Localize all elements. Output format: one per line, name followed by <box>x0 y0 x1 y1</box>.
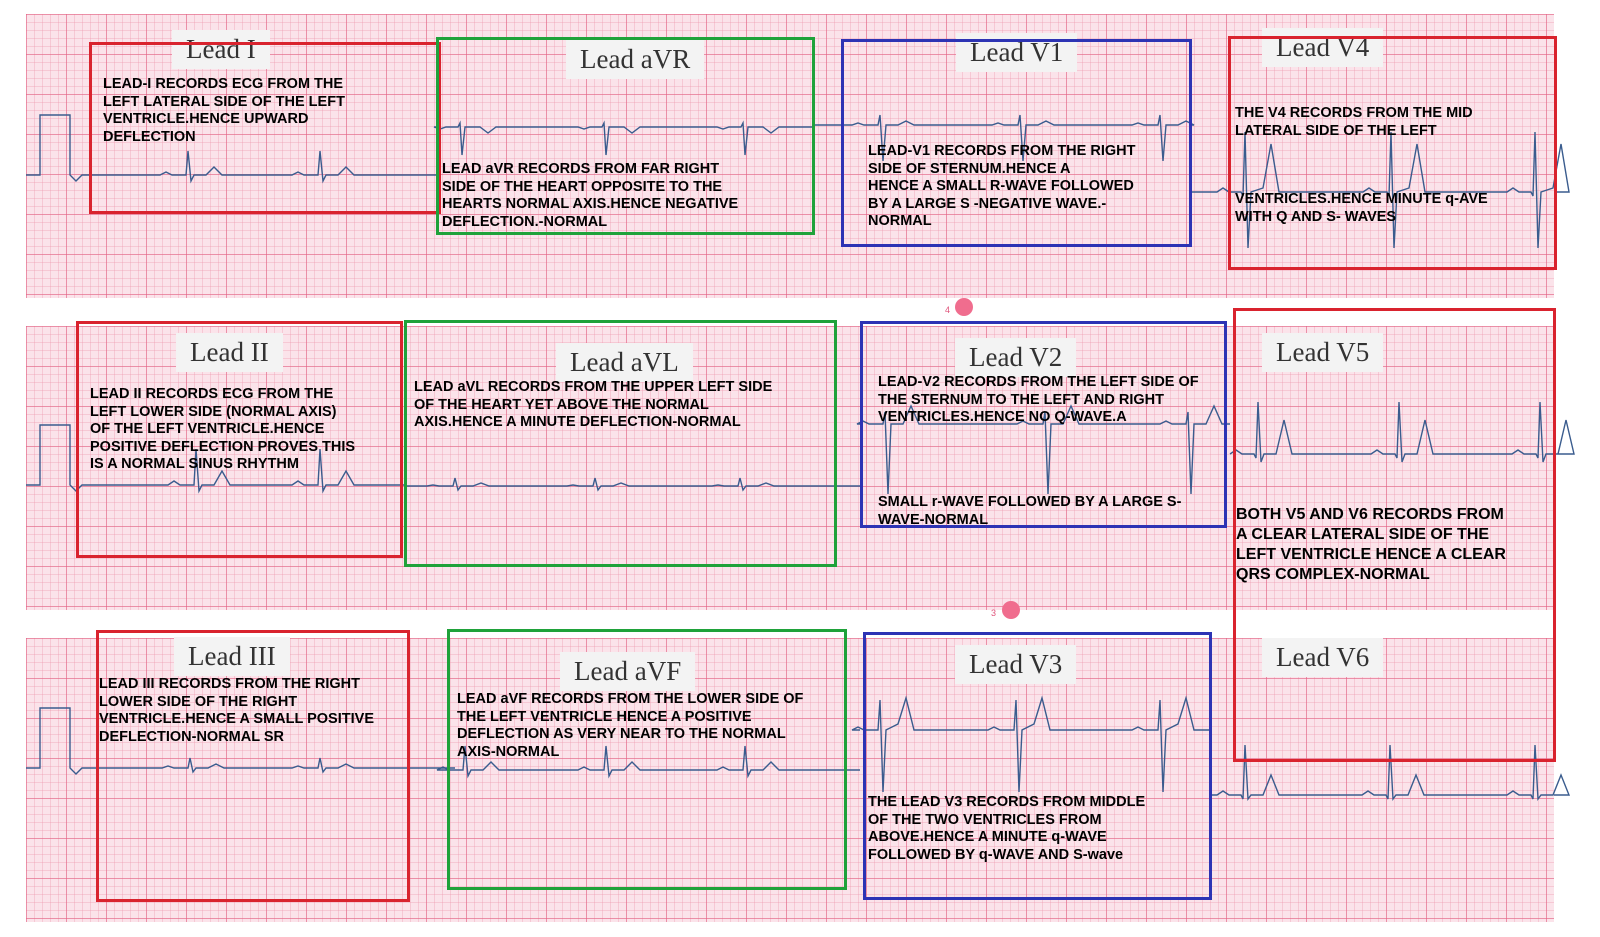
lead-v4-annotation-box <box>1228 36 1557 270</box>
lead-v3-note: THE LEAD V3 RECORDS FROM MIDDLE OF THE T… <box>868 794 1146 863</box>
lead-iii-note: LEAD III RECORDS FROM THE RIGHT LOWER SI… <box>99 676 374 745</box>
lead-ii-label: Lead II <box>176 333 283 372</box>
lead-v5-v6-note: BOTH V5 AND V6 RECORDS FROM A CLEAR LATE… <box>1236 506 1506 583</box>
lead-ii-annotation-box <box>76 321 403 558</box>
lead-v2-note-bottom: SMALL r-WAVE FOLLOWED BY A LARGE S- WAVE… <box>878 494 1182 528</box>
trace-lead-avl <box>405 477 860 492</box>
lead-avr-note: LEAD aVR RECORDS FROM FAR RIGHT SIDE OF … <box>442 161 739 230</box>
lead-v4-note-bottom: VENTRICLES.HENCE MINUTE q-AVE WITH Q AND… <box>1235 191 1488 225</box>
trace-lead-iii <box>26 707 455 775</box>
strip-marker-dot-row-1 <box>955 298 973 316</box>
strip-marker-number-row-2: 3 <box>991 608 997 618</box>
lead-ii-note: LEAD II RECORDS ECG FROM THE LEFT LOWER … <box>90 386 356 472</box>
trace-lead-v2 <box>856 404 1230 495</box>
trace-lead-avf <box>436 745 860 779</box>
lead-avl-label: Lead aVL <box>556 343 693 382</box>
lead-i-note: LEAD-I RECORDS ECG FROM THE LEFT LATERAL… <box>103 76 345 145</box>
lead-iii-label: Lead III <box>174 637 290 676</box>
trace-lead-v1 <box>815 114 1195 162</box>
ecg-grid-strip-row-3 <box>26 638 1554 922</box>
lead-v5-v6-annotation-box <box>1233 308 1556 762</box>
trace-lead-v4 <box>1190 131 1570 249</box>
lead-i-label: Lead I <box>172 30 270 69</box>
lead-v3-annotation-box <box>863 632 1212 900</box>
ecg-grid-strip-row-2 <box>26 326 1554 610</box>
strip-marker-dot-row-2 <box>1002 601 1020 619</box>
lead-v1-annotation-box <box>841 39 1192 247</box>
lead-i-annotation-box <box>89 42 441 214</box>
lead-avr-annotation-box <box>436 37 815 235</box>
lead-v2-note-top: LEAD-V2 RECORDS FROM THE LEFT SIDE OF TH… <box>878 374 1199 425</box>
lead-v2-annotation-box <box>860 321 1227 528</box>
lead-avr-label: Lead aVR <box>566 40 705 79</box>
lead-avl-note: LEAD aVL RECORDS FROM THE UPPER LEFT SID… <box>414 379 773 430</box>
lead-v2-label: Lead V2 <box>955 338 1077 377</box>
trace-lead-ii <box>26 424 405 494</box>
trace-lead-v3 <box>851 695 1210 793</box>
trace-lead-v6 <box>1210 744 1571 801</box>
trace-lead-v5 <box>1229 401 1575 463</box>
lead-v3-label: Lead V3 <box>955 645 1077 684</box>
trace-lead-avr <box>433 120 815 156</box>
lead-v1-note: LEAD-V1 RECORDS FROM THE RIGHT SIDE OF S… <box>868 143 1136 229</box>
strip-marker-number-row-1: 4 <box>945 305 951 315</box>
lead-avf-annotation-box <box>447 629 847 890</box>
lead-avf-label: Lead aVF <box>560 652 696 691</box>
lead-avf-note: LEAD aVF RECORDS FROM THE LOWER SIDE OF … <box>457 691 804 760</box>
lead-avl-annotation-box <box>404 320 837 567</box>
lead-v6-label: Lead V6 <box>1262 638 1384 677</box>
lead-v4-note-top: THE V4 RECORDS FROM THE MID LATERAL SIDE… <box>1235 105 1473 139</box>
trace-lead-i <box>26 114 440 184</box>
lead-iii-annotation-box <box>96 630 410 902</box>
lead-v5-label: Lead V5 <box>1262 333 1384 372</box>
